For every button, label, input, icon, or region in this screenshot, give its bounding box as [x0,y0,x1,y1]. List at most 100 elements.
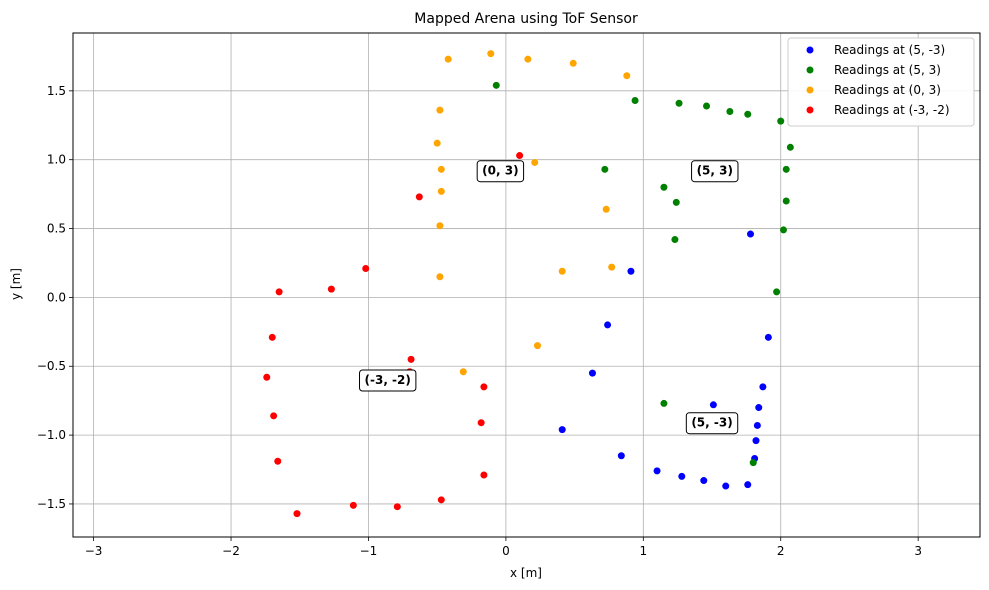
data-point [569,59,577,67]
data-point [744,110,752,118]
y-tick-label: −1.5 [37,497,66,511]
plot-area-frame [72,32,981,538]
y-tick-label: −0.5 [37,359,66,373]
annotation-box [685,412,739,435]
data-point [480,471,488,479]
annotation-text: (0, 3) [482,164,518,178]
annotation-label: (5, -3) [685,412,739,435]
data-point [700,477,708,485]
data-point [660,399,668,407]
data-point [678,472,686,480]
y-axis-label: y [m] [9,268,23,300]
data-point [782,197,790,205]
data-point [270,412,278,420]
annotation-label: (0, 3) [476,160,525,183]
data-point [393,503,401,511]
annotation-box [476,160,525,183]
data-point [588,369,596,377]
data-point [275,288,283,296]
annotation-text: (5, 3) [697,164,733,178]
data-point [531,158,539,166]
data-point [436,222,444,230]
annotation-box [359,369,417,392]
data-point [524,55,532,63]
x-tick-label: 0 [502,544,510,558]
data-point [487,50,495,58]
data-point [773,288,781,296]
y-tick-label: 0.5 [47,222,66,236]
legend-item: Readings at (5, 3) [806,63,941,77]
data-point [480,383,488,391]
data-point [747,230,755,238]
data-points [263,50,794,518]
legend-marker [806,86,814,94]
y-tick-label: 1.0 [47,153,66,167]
data-point [407,355,415,363]
data-point [459,368,467,376]
legend-item: Readings at (5, -3) [806,43,945,57]
data-point [604,321,612,329]
annotation-text: (-3, -2) [365,373,411,387]
data-point [268,333,276,341]
data-point [627,267,635,275]
data-point [753,421,761,429]
data-point [631,96,639,104]
data-point [444,55,452,63]
data-point [722,482,730,490]
data-point [349,501,357,509]
legend-marker [806,66,814,74]
x-tick-label: 3 [914,544,922,558]
data-point [777,117,785,125]
y-tick-label: 0.0 [47,290,66,304]
annotation-label: (5, 3) [691,160,739,183]
data-point [782,165,790,173]
legend-label: Readings at (-3, -2) [834,103,950,117]
data-point [608,263,616,271]
data-point [263,373,271,381]
data-point [437,187,445,195]
data-point [362,264,370,272]
data-point [744,481,752,489]
data-point [617,452,625,460]
data-point [602,205,610,213]
data-point [675,99,683,107]
x-tick-label: −3 [85,544,103,558]
y-axis-ticks: −1.5 −1.0 −0.5 0.0 0.5 1.0 1.5 [37,84,73,511]
data-point [726,107,734,115]
data-point [752,437,760,445]
data-point [749,459,757,467]
y-tick-label: −1.0 [37,428,66,442]
data-point [759,383,767,391]
legend-marker [806,106,814,114]
legend-label: Readings at (5, -3) [834,43,945,57]
data-point [415,193,423,201]
data-point [436,106,444,114]
data-point [516,152,524,160]
annotations: (0, 3) (5, 3) (-3, -2) (5, -3) [359,160,739,435]
data-point [558,267,566,275]
data-point [755,404,763,412]
legend-frame [787,37,975,127]
data-point [672,198,680,206]
data-point [653,467,661,475]
data-point [671,236,679,244]
data-point [293,510,301,518]
data-point [601,165,609,173]
legend: Readings at (5, -3) Readings at (5, 3) Rea… [787,37,975,127]
data-point [660,183,668,191]
data-point [433,139,441,147]
legend-item: Readings at (0, 3) [806,83,941,97]
data-point [558,426,566,434]
x-axis-ticks: −3 −2 −1 0 1 2 3 [85,537,922,558]
data-point [436,273,444,281]
legend-item: Readings at (-3, -2) [806,103,950,117]
legend-label: Readings at (0, 3) [834,83,941,97]
chart-title: Mapped Arena using ToF Sensor [414,11,638,27]
x-tick-label: 2 [777,544,785,558]
data-point [779,226,787,234]
data-point [437,165,445,173]
grid-lines [73,33,980,537]
data-point [764,333,772,341]
data-point [327,285,335,293]
